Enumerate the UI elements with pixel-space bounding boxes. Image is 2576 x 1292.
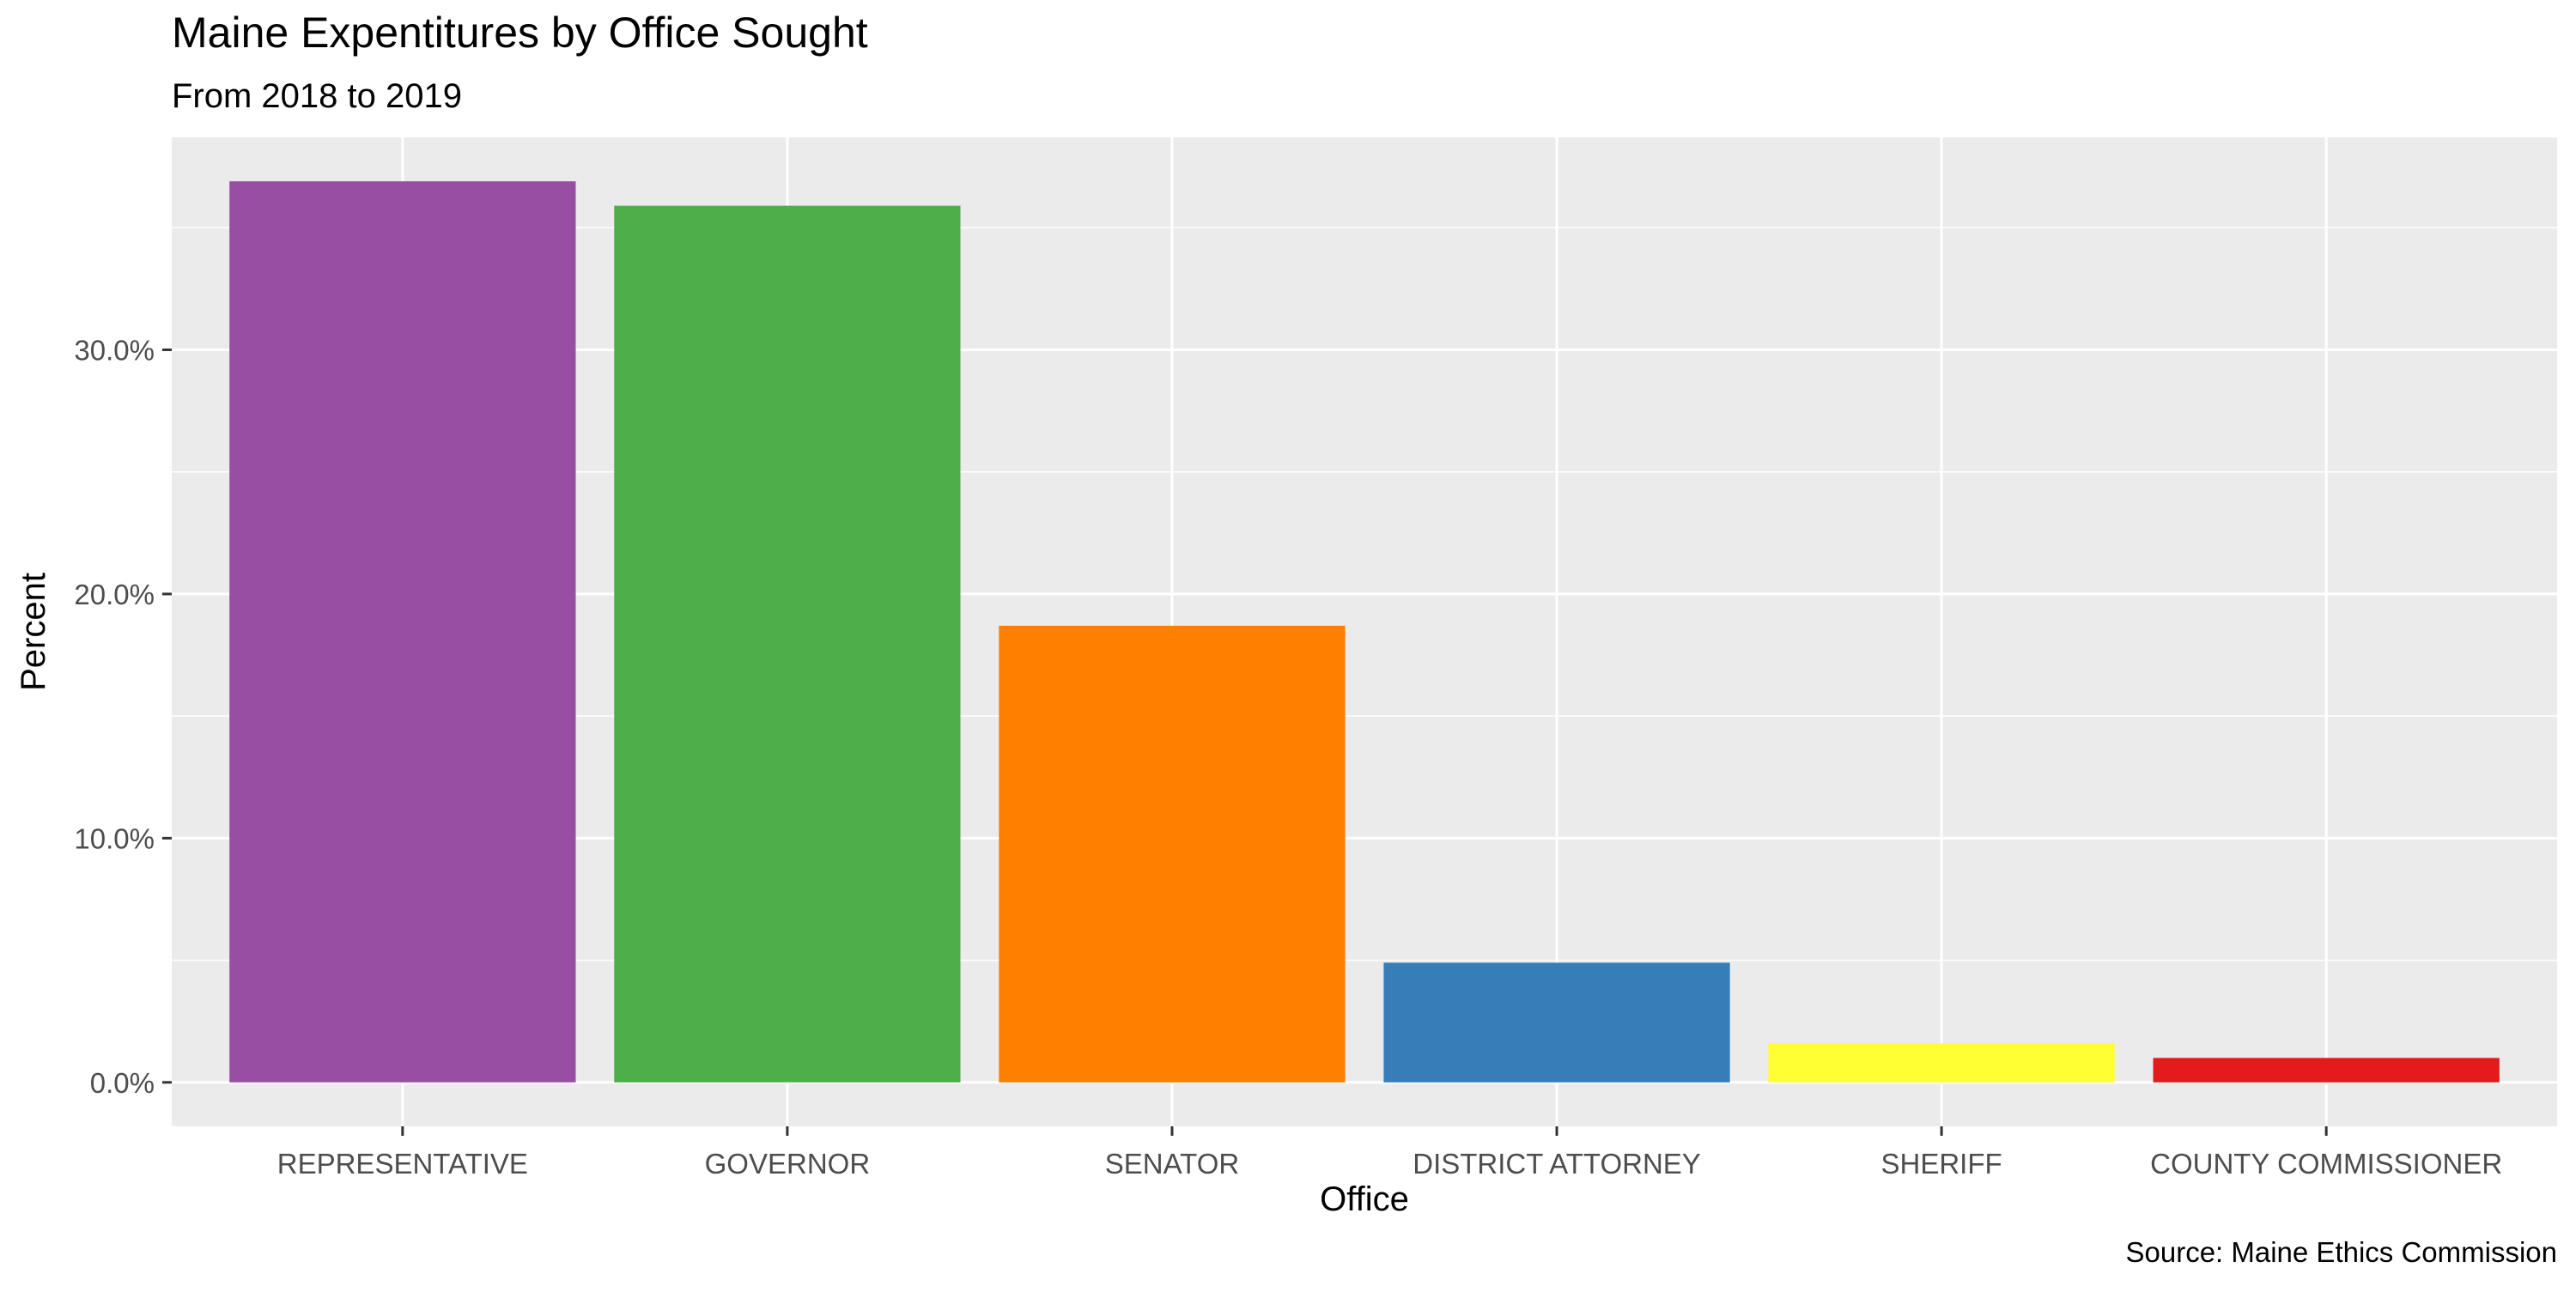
x-tick-label: COUNTY COMMISSIONER	[2150, 1148, 2502, 1180]
y-tick-label: 20.0%	[74, 579, 155, 610]
x-tick-label: DISTRICT ATTORNEY	[1413, 1148, 1701, 1180]
x-tick-label: SHERIFF	[1881, 1148, 2002, 1180]
x-axis-title: Office	[1320, 1180, 1409, 1218]
axes: 0.0% 10.0% 20.0% 30.0% REPRESENTATIVE GOVERNO…	[74, 334, 2502, 1180]
bar	[1768, 1043, 2115, 1083]
bar	[2153, 1058, 2500, 1083]
y-tick-label: 10.0%	[74, 822, 155, 854]
bars	[229, 181, 2500, 1083]
chart-caption: Source: Maine Ethics Commission	[2125, 1236, 2557, 1268]
y-tick-label: 30.0%	[74, 334, 155, 366]
y-tick-label: 0.0%	[90, 1067, 155, 1099]
x-tick-label: REPRESENTATIVE	[277, 1148, 528, 1180]
bar	[229, 181, 576, 1083]
bar	[614, 205, 961, 1083]
y-axis-title: Percent	[15, 573, 52, 691]
x-tick-label: GOVERNOR	[705, 1148, 871, 1180]
chart-title: Maine Expentitures by Office Sought	[172, 9, 868, 57]
chart-subtitle: From 2018 to 2019	[172, 77, 462, 115]
bar	[1383, 962, 1730, 1083]
bar	[999, 625, 1346, 1083]
x-tick-label: SENATOR	[1105, 1148, 1239, 1180]
